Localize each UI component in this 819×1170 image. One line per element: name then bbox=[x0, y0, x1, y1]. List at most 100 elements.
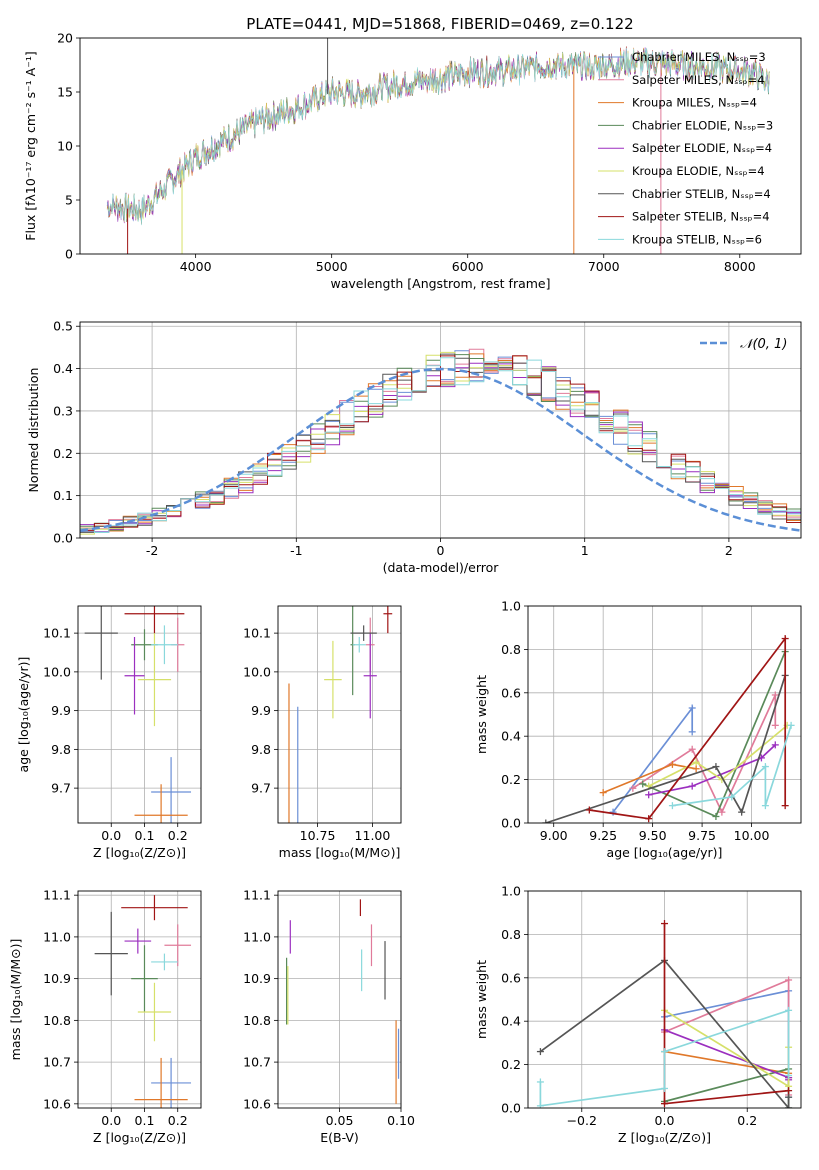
x-tick-label: 4000 bbox=[180, 259, 212, 274]
x-tick-label: 10.00 bbox=[734, 828, 770, 843]
histogram-salpeter_stelib bbox=[80, 355, 801, 532]
x-tick-label: 9.25 bbox=[589, 828, 617, 843]
x-tick-label: -1 bbox=[290, 543, 302, 558]
x-tick-label: 0.10 bbox=[387, 1113, 415, 1128]
x-tick-label: 0.0 bbox=[101, 828, 121, 843]
x-axis-label: E(B-V) bbox=[320, 1130, 359, 1145]
legend-label: 𝒩(0, 1) bbox=[740, 337, 787, 352]
extinction-mass-panel: 0.05 0.10 10.6 10.7 10.8 10.9 11.0 11.1 E(B-V) bbox=[243, 888, 415, 1145]
y-tick-label: 0.8 bbox=[501, 927, 521, 942]
y-tick-label: 0.4 bbox=[501, 1014, 521, 1029]
y-tick-label: 0.2 bbox=[501, 772, 521, 787]
weight-line-chabrier_stelib bbox=[545, 675, 787, 823]
x-tick-label: 6000 bbox=[452, 259, 484, 274]
y-tick-label: 9.8 bbox=[51, 742, 71, 757]
figure-title: PLATE=0441, MJD=51868, FIBERID=0469, z=0… bbox=[246, 15, 633, 33]
y-tick-label: 10.9 bbox=[43, 971, 71, 986]
metallicity-weight-panel: −0.2 0.0 0.2 0.0 0.2 0.4 0.6 0.8 1.0 Z [log₁₀(Z/Z… bbox=[474, 884, 802, 1145]
plot-frame bbox=[277, 890, 402, 1109]
x-tick-label: −0.2 bbox=[567, 1113, 597, 1128]
error-bars bbox=[94, 895, 192, 1108]
x-tick-label: 0.2 bbox=[168, 1113, 188, 1128]
y-tick-label: 5 bbox=[65, 193, 73, 208]
x-tick-label: 9.75 bbox=[688, 828, 716, 843]
legend-label: Salpeter MILES, Nₛₛₚ=4 bbox=[632, 73, 765, 87]
x-tick-label: 9.50 bbox=[639, 828, 667, 843]
y-tick-label: 0.2 bbox=[501, 1057, 521, 1072]
error-bars bbox=[288, 606, 393, 823]
plot-frame bbox=[79, 37, 802, 255]
x-tick-label: 0 bbox=[437, 543, 445, 558]
y-axis-label: mass [log₁₀(M/M⊙)] bbox=[8, 939, 23, 1061]
y-tick-label: 10.6 bbox=[43, 1096, 71, 1111]
legend-label: Salpeter ELODIE, Nₛₛₚ=4 bbox=[632, 141, 772, 155]
y-tick-label: 20 bbox=[57, 31, 73, 46]
legend-label: Salpeter STELIB, Nₛₛₚ=4 bbox=[632, 210, 770, 224]
legend-label: Chabrier ELODIE, Nₛₛₚ=3 bbox=[632, 118, 773, 132]
mass-age-panel: 10.75 11.00 9.7 9.8 9.9 10.0 10.1 mass [log₁₀(M… bbox=[243, 605, 402, 860]
x-tick-label: 0.0 bbox=[655, 1113, 675, 1128]
x-tick-label: 11.00 bbox=[355, 828, 391, 843]
y-tick-label: 10.9 bbox=[243, 971, 271, 986]
y-tick-label: 1.0 bbox=[501, 884, 521, 899]
histogram-steps bbox=[80, 348, 801, 535]
spectrum-panel: 4000 5000 6000 7000 8000 0 5 10 15 20 wavelength [… bbox=[23, 31, 802, 291]
x-axis-label: mass [log₁₀(M/M⊙)] bbox=[279, 845, 401, 860]
x-tick-label: -2 bbox=[146, 543, 158, 558]
y-axis-label: age [log₁₀(age/yr)] bbox=[16, 657, 31, 773]
plot-frame bbox=[277, 605, 402, 824]
x-tick-label: 10.75 bbox=[300, 828, 336, 843]
y-tick-label: 0.6 bbox=[501, 685, 521, 700]
plot-frame bbox=[77, 605, 202, 824]
x-tick-label: 0.05 bbox=[326, 1113, 354, 1128]
legend-label: Kroupa MILES, Nₛₛₚ=4 bbox=[632, 96, 757, 110]
y-axis-label: mass weight bbox=[474, 960, 489, 1039]
y-axis-label: mass weight bbox=[474, 675, 489, 754]
legend-label: Kroupa STELIB, Nₛₛₚ=6 bbox=[632, 232, 762, 246]
y-tick-label: 11.0 bbox=[43, 929, 71, 944]
y-axis-label: Flux [fλ10⁻¹⁷ erg cm⁻² s⁻¹ A⁻¹] bbox=[23, 51, 38, 240]
age-weight-panel: 9.00 9.25 9.50 9.75 10.00 0.0 0.2 0.4 0.6 0.8 1.0 a… bbox=[474, 599, 802, 860]
weight-lines bbox=[542, 635, 795, 823]
y-tick-label: 0.0 bbox=[501, 1101, 521, 1116]
weight-line-salpeter_stelib bbox=[589, 635, 787, 820]
x-axis-label: (data-model)/error bbox=[383, 560, 500, 575]
y-tick-label: 10.0 bbox=[243, 664, 271, 679]
spectrum-lines bbox=[106, 38, 770, 254]
legend-label: Kroupa ELODIE, Nₛₛₚ=4 bbox=[632, 164, 765, 178]
x-tick-label: 9.00 bbox=[540, 828, 568, 843]
y-tick-label: 0.6 bbox=[501, 970, 521, 985]
spectrum-kroupa_stelib bbox=[106, 47, 770, 226]
x-axis-label: Z [log₁₀(Z/Z⊙)] bbox=[93, 1130, 186, 1145]
y-tick-label: 10.0 bbox=[43, 664, 71, 679]
y-tick-label: 15 bbox=[57, 85, 73, 100]
weight-lines bbox=[536, 920, 793, 1108]
y-tick-label: 0.2 bbox=[53, 446, 73, 461]
x-tick-label: 0.2 bbox=[737, 1113, 757, 1128]
y-tick-label: 10.1 bbox=[243, 626, 271, 641]
plot-frame bbox=[527, 890, 802, 1109]
y-tick-label: 0.3 bbox=[53, 403, 73, 418]
x-tick-label: 0.2 bbox=[168, 828, 188, 843]
y-tick-label: 9.9 bbox=[51, 703, 71, 718]
y-tick-label: 9.7 bbox=[51, 781, 71, 796]
weight-line-kroupa_elodie bbox=[648, 724, 788, 787]
y-tick-label: 0.1 bbox=[53, 488, 73, 503]
x-tick-label: 0.0 bbox=[101, 1113, 121, 1128]
y-tick-label: 10.8 bbox=[243, 1013, 271, 1028]
y-tick-label: 0.8 bbox=[501, 642, 521, 657]
x-tick-label: 8000 bbox=[724, 259, 756, 274]
residual-histogram-panel: -2 -1 0 1 2 0.0 0.1 0.2 0.3 0.4 0.5 (data-model)/er… bbox=[26, 319, 802, 575]
y-tick-label: 10.7 bbox=[43, 1055, 71, 1070]
y-tick-label: 10.1 bbox=[43, 626, 71, 641]
y-tick-label: 0.4 bbox=[53, 361, 73, 376]
x-axis-label: Z [log₁₀(Z/Z⊙)] bbox=[618, 1130, 711, 1145]
y-tick-label: 10.6 bbox=[243, 1096, 271, 1111]
y-tick-label: 0.5 bbox=[53, 319, 73, 334]
x-tick-label: 1 bbox=[581, 543, 589, 558]
error-bars bbox=[84, 606, 192, 823]
y-tick-label: 1.0 bbox=[501, 599, 521, 614]
normal-curve bbox=[80, 367, 801, 532]
x-tick-label: 5000 bbox=[316, 259, 348, 274]
